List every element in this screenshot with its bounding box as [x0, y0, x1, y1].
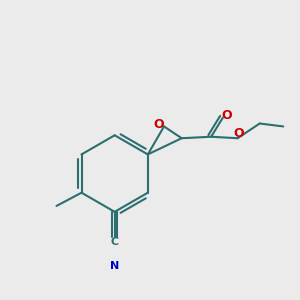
Text: O: O — [234, 127, 244, 140]
Text: N: N — [110, 261, 119, 271]
Text: O: O — [153, 118, 164, 130]
Text: O: O — [221, 109, 232, 122]
Text: C: C — [111, 238, 119, 248]
